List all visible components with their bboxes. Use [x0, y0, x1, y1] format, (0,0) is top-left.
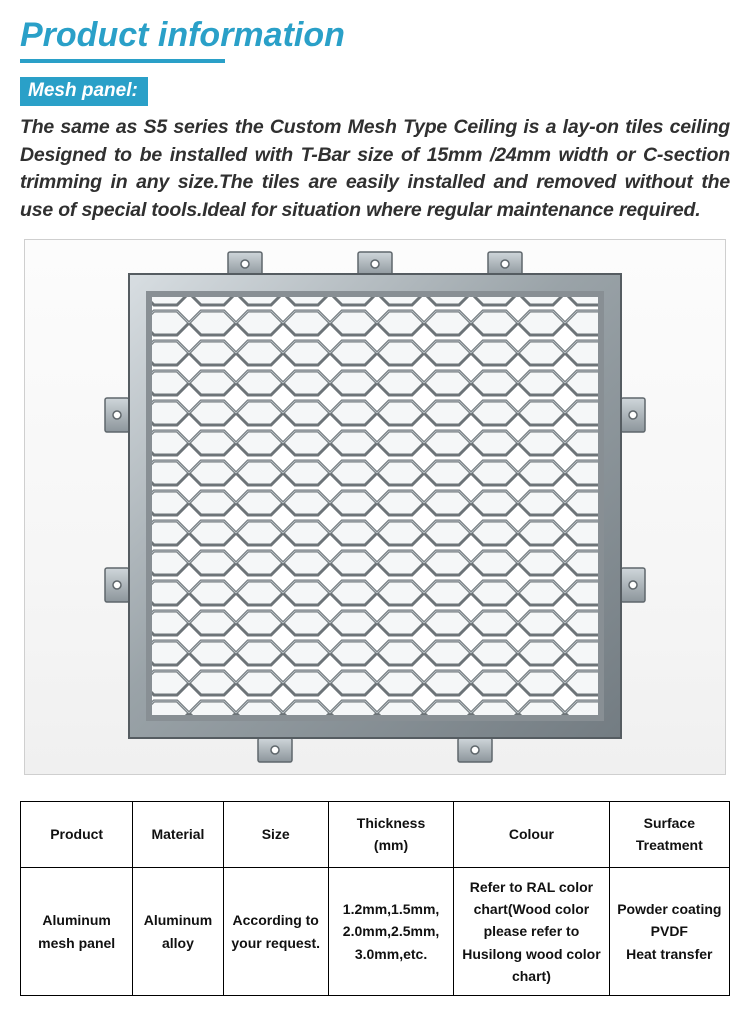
section-subhead: Mesh panel:	[20, 77, 148, 106]
cell-size: According to your request.	[223, 867, 328, 996]
col-header-colour: Colour	[454, 801, 609, 867]
cell-surface: Powder coatingPVDFHeat transfer	[609, 867, 729, 996]
mesh-panel-icon	[95, 248, 655, 768]
mesh-panel-figure	[24, 239, 726, 775]
col-header-size: Size	[223, 801, 328, 867]
col-header-surface: SurfaceTreatment	[609, 801, 729, 867]
cell-thickness: 1.2mm,1.5mm, 2.0mm,2.5mm, 3.0mm,etc.	[328, 867, 453, 996]
cell-colour: Refer to RAL color chart(Wood color plea…	[454, 867, 609, 996]
section-description: The same as S5 series the Custom Mesh Ty…	[20, 114, 730, 225]
cell-product: Aluminum mesh panel	[21, 867, 133, 996]
col-header-thickness: Thickness(mm)	[328, 801, 453, 867]
spec-table: Product Material Size Thickness(mm) Colo…	[20, 801, 730, 997]
table-header-row: Product Material Size Thickness(mm) Colo…	[21, 801, 730, 867]
page-title: Product information	[20, 16, 345, 61]
col-header-product: Product	[21, 801, 133, 867]
table-row: Aluminum mesh panel Aluminum alloy Accor…	[21, 867, 730, 996]
col-header-material: Material	[133, 801, 223, 867]
cell-material: Aluminum alloy	[133, 867, 223, 996]
